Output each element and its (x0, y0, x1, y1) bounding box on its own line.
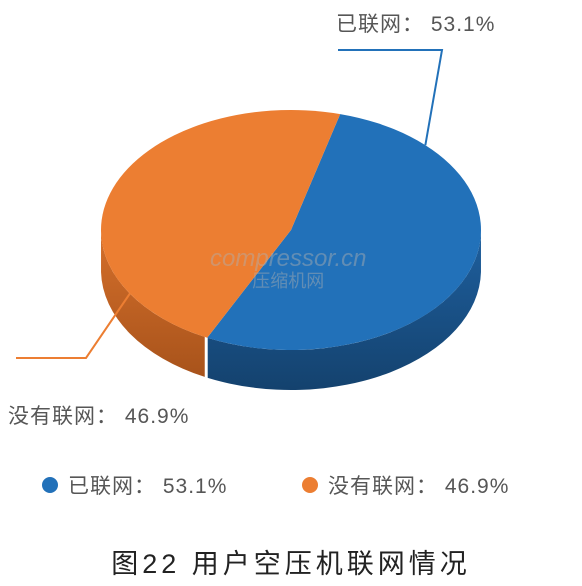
legend-label-not-connected: 没有联网： 46.9% (328, 470, 509, 500)
pie-chart-figure: 已联网： 53.1% 没有联网： 46.9% 已联网： 53.1% 没有联网： … (0, 0, 582, 586)
legend-label-connected: 已联网： 53.1% (68, 470, 227, 500)
callout-label-connected: 已联网： 53.1% (336, 8, 495, 38)
legend-swatch-connected (42, 477, 58, 493)
legend-item-connected: 已联网： 53.1% (42, 470, 227, 500)
figure-caption: 图22 用户空压机联网情况 (0, 542, 582, 581)
legend-item-not-connected: 没有联网： 46.9% (302, 470, 509, 500)
legend-swatch-not-connected (302, 477, 318, 493)
callout-label-not-connected: 没有联网： 46.9% (8, 400, 189, 430)
